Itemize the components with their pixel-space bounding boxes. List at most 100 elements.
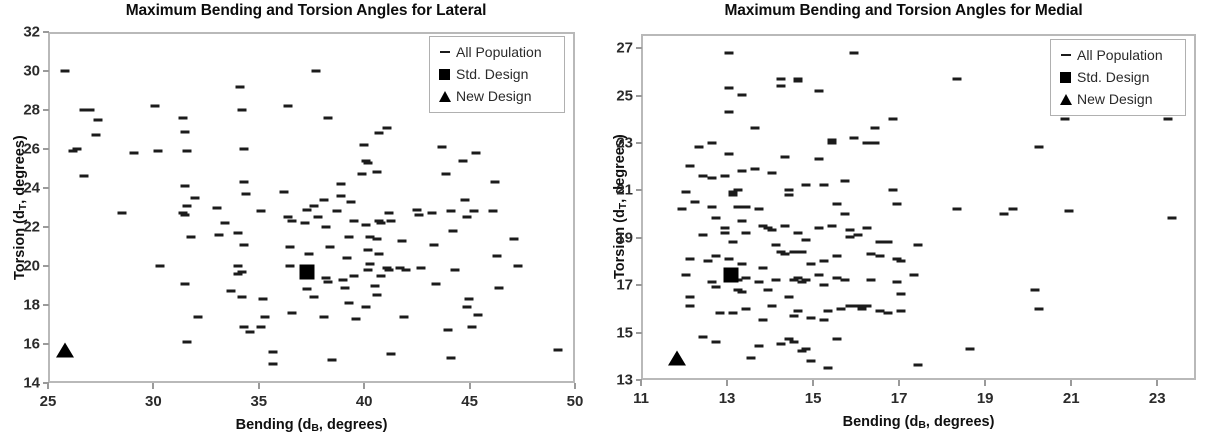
y-tick: [43, 109, 49, 111]
data-point: [776, 77, 786, 81]
data-point: [309, 295, 318, 299]
data-point: [793, 77, 803, 81]
data-point: [349, 219, 359, 223]
y-tick: [636, 236, 642, 239]
data-point: [469, 209, 479, 213]
y-tick: [636, 189, 642, 192]
data-point: [340, 286, 350, 289]
data-point: [72, 147, 82, 151]
data-point: [720, 226, 730, 230]
square-key: [436, 68, 453, 80]
data-point: [888, 117, 898, 121]
data-point: [91, 133, 101, 137]
legend-label: Std. Design: [456, 66, 529, 82]
x-tick-label: 11: [633, 390, 649, 407]
data-point: [338, 278, 348, 282]
data-point: [494, 286, 504, 289]
data-point: [832, 254, 842, 258]
data-point: [814, 157, 824, 161]
data-point: [239, 180, 249, 184]
y-tick-label: 22: [23, 218, 40, 236]
data-point: [707, 141, 717, 145]
y-tick-label: 17: [616, 276, 633, 294]
data-point: [827, 138, 837, 142]
y-tick-label: 28: [23, 101, 40, 119]
data-point: [913, 363, 923, 367]
data-point: [814, 273, 824, 277]
data-point: [365, 235, 375, 239]
data-point: [153, 149, 162, 153]
data-point: [733, 188, 743, 192]
data-point: [311, 69, 321, 73]
data-point: [892, 280, 902, 284]
y-tick-label: 16: [23, 335, 40, 353]
data-point: [698, 335, 708, 339]
data-point: [182, 204, 192, 208]
data-point: [180, 130, 190, 133]
x-tick-label: 13: [718, 390, 736, 407]
data-point: [845, 304, 854, 308]
data-point: [327, 358, 337, 362]
data-point: [1030, 288, 1039, 292]
x-tick-label: 30: [145, 393, 162, 410]
square-key: [1057, 71, 1074, 83]
data-point: [1034, 307, 1044, 311]
y-tick: [43, 343, 49, 345]
legend-item-square: Std. Design: [436, 63, 557, 85]
data-point: [180, 282, 190, 286]
data-point: [332, 209, 342, 213]
data-point: [720, 174, 730, 178]
data-point: [913, 243, 923, 247]
data-point: [212, 206, 222, 210]
dash-marker-icon: [1060, 53, 1071, 57]
data-point: [909, 273, 919, 277]
data-point: [256, 325, 266, 328]
legend-label: New Design: [456, 88, 532, 104]
triangle-key: [1057, 93, 1074, 105]
data-point: [68, 149, 78, 153]
data-point: [763, 288, 773, 292]
data-point: [771, 278, 781, 282]
data-point: [737, 290, 747, 294]
data-point: [336, 194, 346, 198]
data-point: [509, 237, 519, 241]
data-point: [750, 167, 760, 171]
data-point: [186, 235, 196, 239]
data-point: [711, 285, 721, 289]
data-point: [309, 204, 318, 208]
data-point: [685, 304, 695, 308]
data-point: [952, 207, 962, 211]
square-marker-icon: [1060, 71, 1071, 83]
data-point: [793, 231, 803, 235]
data-point: [233, 272, 243, 276]
data-point: [513, 264, 523, 268]
data-point: [319, 315, 329, 319]
data-point: [793, 79, 803, 83]
data-point: [268, 350, 278, 354]
data-point: [374, 131, 384, 135]
data-point: [776, 84, 786, 88]
legend-item-square: Std. Design: [1057, 66, 1178, 88]
data-point: [801, 278, 811, 282]
data-point: [737, 169, 747, 173]
data-point: [429, 243, 439, 247]
data-point: [490, 180, 500, 184]
x-tick: [257, 383, 260, 389]
data-point: [344, 301, 354, 305]
data-point: [767, 304, 777, 308]
data-point: [374, 219, 384, 223]
data-point: [237, 295, 247, 299]
data-point: [285, 264, 295, 268]
y-tick: [636, 331, 642, 334]
data-point: [767, 228, 777, 232]
data-point: [313, 215, 323, 219]
data-point: [789, 314, 799, 318]
data-point: [344, 235, 354, 239]
data-point: [374, 252, 384, 256]
data-point: [155, 264, 165, 268]
data-point: [193, 315, 203, 319]
data-point: [370, 284, 380, 288]
data-point: [79, 108, 89, 112]
data-point: [793, 309, 803, 313]
